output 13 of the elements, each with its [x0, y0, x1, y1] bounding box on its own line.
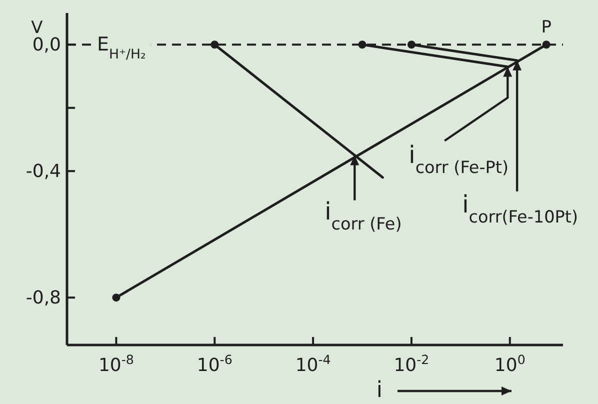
annotation: P	[541, 18, 552, 38]
annotation: i$_{corr(Fe-10Pt)}$	[462, 190, 578, 226]
annotation: i$_{corr (Fe-Pt)}$	[408, 140, 509, 177]
x-tick-label: 10$^{0}$	[494, 352, 526, 376]
annotation: i$_{corr (Fe)}$	[324, 197, 402, 234]
x-tick-label: 10$^{-6}$	[196, 352, 232, 376]
y-tick-label: -0,4	[26, 161, 61, 182]
x-tick-label: 10$^{-2}$	[394, 352, 430, 376]
x-axis-title: i	[376, 378, 383, 403]
x-tick-label: 10$^{-4}$	[295, 352, 331, 376]
x-tick-label: 10$^{-8}$	[98, 352, 134, 376]
y-tick-label: -0,8	[26, 288, 61, 309]
ref-line-label: E$_{H⁺/H₂}$	[97, 34, 146, 62]
